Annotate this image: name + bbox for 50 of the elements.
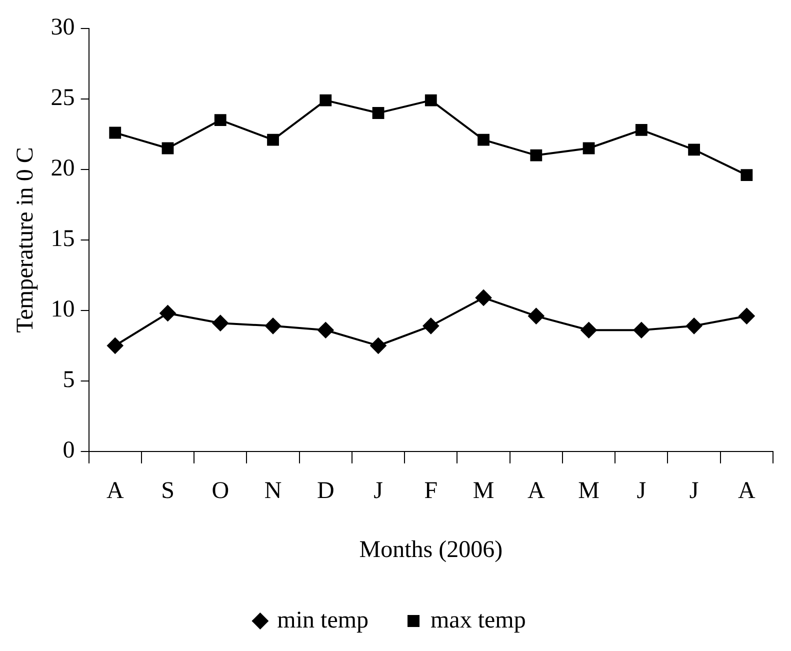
y-tick-label: 5	[62, 367, 75, 394]
y-tick-label: 25	[50, 85, 75, 112]
point	[109, 126, 122, 139]
x-tick-label: O	[212, 478, 230, 504]
x-tick-label: A	[527, 478, 546, 504]
point	[686, 318, 702, 334]
point	[370, 338, 386, 354]
y-tick-label: 15	[50, 226, 75, 252]
point	[530, 149, 542, 162]
point	[318, 322, 334, 338]
x-tick-label: A	[738, 478, 756, 504]
y-tick-label: 10	[50, 296, 75, 323]
x-tick-label: M	[578, 478, 600, 504]
x-tick-label: J	[374, 478, 383, 504]
legend-label: max temp	[430, 607, 526, 634]
point	[478, 134, 490, 146]
y-axis-title: Temperature in 0 C	[12, 147, 39, 333]
y-tick-label: 30	[50, 14, 75, 41]
point	[107, 338, 124, 354]
point	[372, 107, 384, 119]
x-tick-label: J	[689, 478, 699, 504]
point	[528, 308, 544, 324]
x-tick-label: N	[264, 478, 282, 504]
point	[740, 169, 753, 181]
x-tick-label: F	[424, 478, 438, 504]
point	[320, 94, 332, 106]
x-tick-label: J	[636, 478, 646, 504]
x-tick-label: M	[472, 478, 494, 504]
point	[422, 318, 439, 334]
x-tick-label: A	[106, 478, 124, 504]
point	[162, 142, 174, 154]
point	[212, 315, 228, 332]
point	[688, 144, 700, 156]
point	[267, 134, 279, 146]
point	[160, 305, 176, 322]
point	[580, 322, 597, 338]
point	[635, 124, 648, 136]
point	[424, 94, 437, 106]
legend-label: min temp	[277, 607, 369, 634]
point	[633, 322, 650, 338]
x-tick-label: S	[161, 478, 174, 504]
point	[476, 290, 492, 306]
x-tick-label: D	[316, 478, 334, 504]
point	[738, 308, 755, 324]
y-tick-label: 0	[62, 438, 75, 464]
point	[214, 114, 226, 126]
point	[582, 142, 595, 154]
x-axis-title: Months (2006)	[359, 536, 503, 563]
y-tick-label: 20	[50, 156, 75, 182]
point	[265, 318, 282, 334]
